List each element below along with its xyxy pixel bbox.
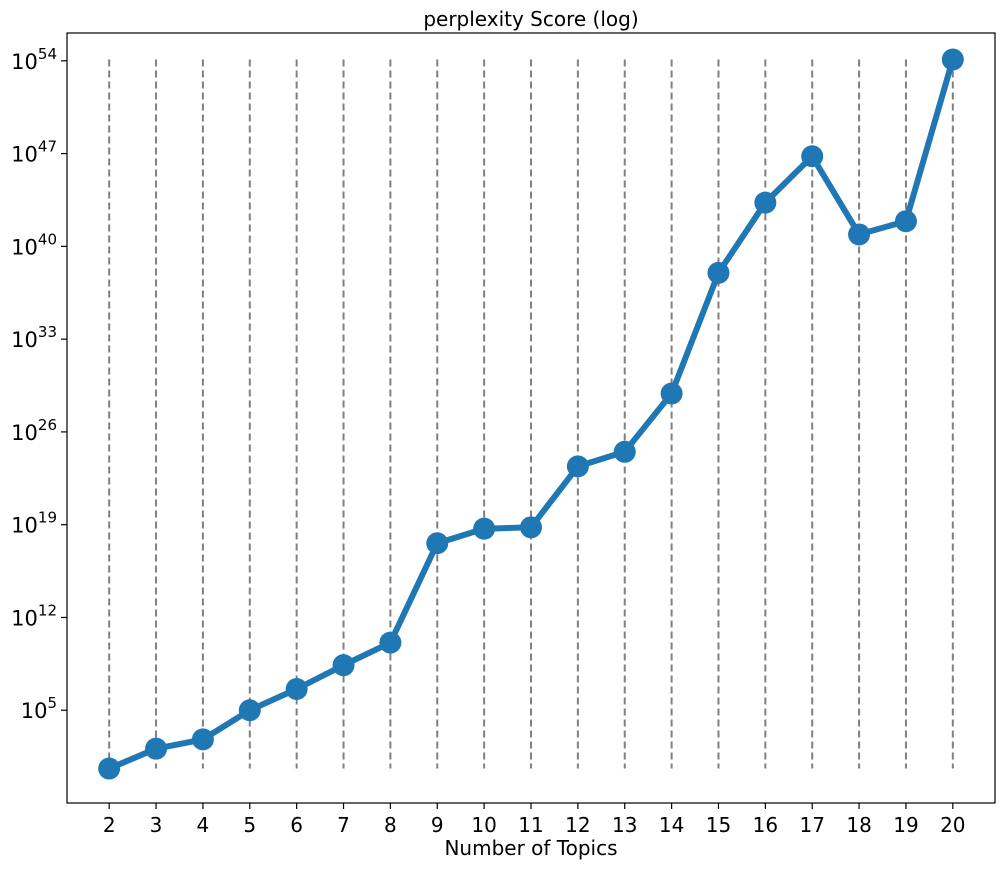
- y-tick-label: 1047: [11, 138, 57, 167]
- data-point-11: [520, 516, 542, 539]
- y-tick-label: 1026: [11, 416, 57, 445]
- data-points: [98, 48, 964, 780]
- x-tick-label: 4: [197, 813, 210, 837]
- data-point-4: [191, 728, 214, 751]
- x-tick-label: 12: [565, 813, 590, 837]
- data-point-16: [754, 191, 777, 214]
- data-point-5: [238, 699, 261, 722]
- x-tick-label: 11: [518, 813, 543, 837]
- data-point-7: [332, 654, 355, 677]
- y-tick-label: 1054: [11, 45, 57, 74]
- x-tick-label: 20: [940, 813, 965, 837]
- x-tick-label: 5: [243, 813, 256, 837]
- y-tick-label: 1012: [11, 601, 57, 630]
- x-tick-label: 19: [893, 813, 918, 837]
- x-tick-label: 10: [471, 813, 496, 837]
- data-point-15: [707, 261, 730, 284]
- y-tick-label: 1019: [11, 509, 57, 538]
- chart-title: perplexity Score (log): [423, 7, 639, 31]
- x-axis-label: Number of Topics: [444, 836, 618, 860]
- x-axis-ticks: 2 3 4 5 6 7 8 9 10 11 12 13 14 15 16 17 18 19 20: [103, 803, 966, 837]
- y-tick-label: 105: [21, 694, 57, 723]
- x-tick-label: 15: [706, 813, 731, 837]
- data-point-17: [801, 145, 824, 168]
- data-point-2: [98, 757, 121, 780]
- x-tick-label: 13: [612, 813, 637, 837]
- data-point-8: [379, 631, 402, 654]
- data-point-14: [660, 382, 683, 405]
- x-tick-label: 7: [337, 813, 350, 837]
- x-tick-label: 16: [753, 813, 778, 837]
- x-tick-label: 14: [659, 813, 684, 837]
- data-point-18: [848, 223, 871, 246]
- data-point-10: [473, 517, 496, 540]
- x-tick-label: 2: [103, 813, 116, 837]
- data-point-3: [145, 737, 168, 760]
- data-point-9: [426, 532, 449, 555]
- x-tick-label: 3: [150, 813, 163, 837]
- y-axis-ticks: 105 1012 1019 1026 1033 1040 1047 1054: [11, 45, 67, 723]
- data-point-19: [894, 210, 917, 233]
- vertical-dashed-lines: [108, 59, 954, 769]
- data-point-20: [941, 48, 964, 71]
- x-tick-label: 6: [290, 813, 303, 837]
- x-tick-label: 9: [431, 813, 444, 837]
- y-tick-label: 1033: [11, 323, 57, 352]
- data-point-13: [613, 440, 636, 463]
- data-point-6: [285, 678, 308, 701]
- y-tick-label: 1040: [11, 230, 57, 259]
- x-tick-label: 18: [846, 813, 871, 837]
- data-point-12: [566, 455, 589, 478]
- x-tick-label: 17: [799, 813, 824, 837]
- x-tick-label: 8: [384, 813, 397, 837]
